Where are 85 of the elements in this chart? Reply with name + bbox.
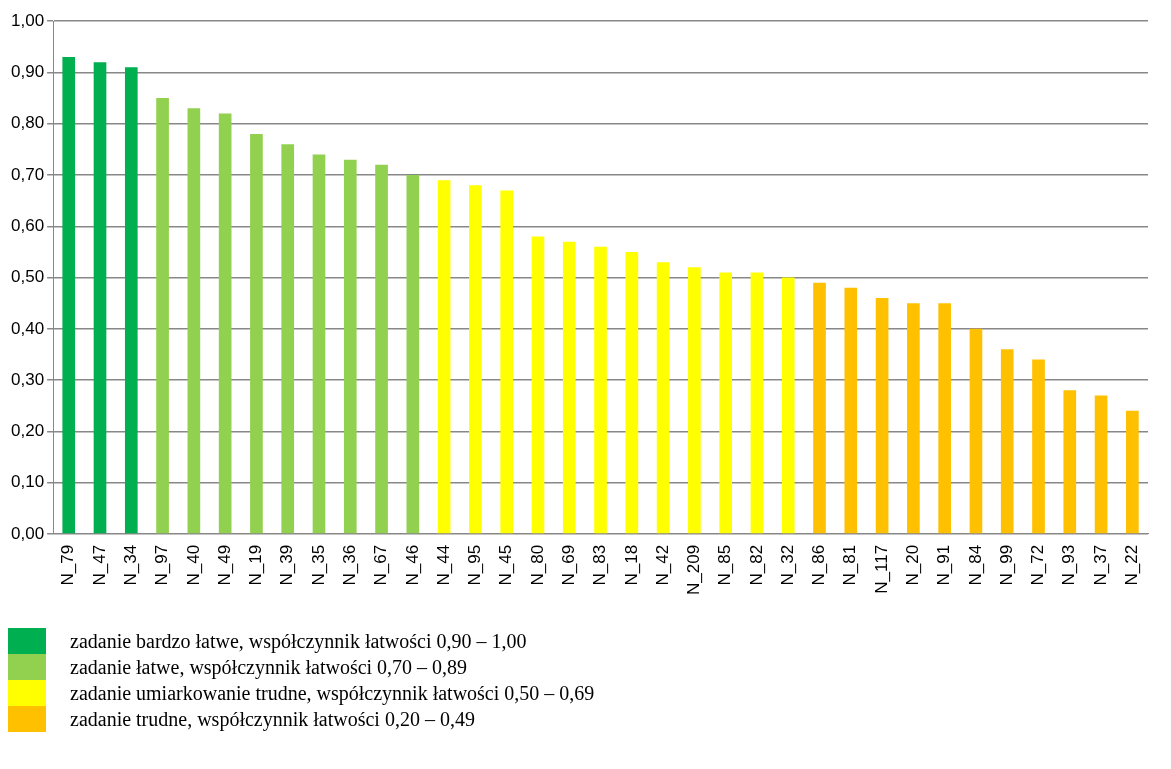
bar [469,185,482,534]
bar [437,180,451,534]
bar [813,282,826,534]
x-tick-label: N_19 [246,544,266,586]
bar [500,190,514,534]
x-tick-label: N_37 [1090,544,1110,586]
x-tick-label: N_91 [934,544,954,586]
bar [531,236,545,534]
bar [375,164,388,534]
bar [406,175,420,534]
x-tick-label: N_117 [871,544,891,594]
y-tick-label: 0,50 [10,267,45,287]
y-tick-label: 0,10 [10,472,45,492]
bar [1094,395,1108,534]
x-tick-label: N_20 [903,544,923,586]
bar [844,287,858,534]
y-tick-label: 0,00 [10,523,45,543]
y-tick-label: 0,20 [10,421,45,441]
y-tick-label: 0,40 [10,318,45,338]
x-tick-label: N_49 [214,544,234,586]
y-tick-label: 0,30 [10,369,45,389]
x-tick-label: N_79 [58,544,78,586]
x-tick-label: N_209 [684,544,704,596]
bar [688,267,701,534]
legend-label: zadanie bardzo łatwe, współczynnik łatwości 0,90 – 1,00 [70,629,527,653]
x-tick-label: N_22 [1122,544,1142,586]
y-tick-label: 0,80 [10,113,45,133]
bar [750,272,764,534]
y-tick-label: 0,70 [10,164,45,184]
x-tick-label: N_39 [277,544,297,586]
x-tick-label: N_34 [120,544,140,586]
x-tick-label: N_42 [652,544,672,586]
bar [343,159,357,534]
bar [969,328,983,534]
bar [250,134,263,534]
x-tick-label: N_95 [465,544,485,586]
x-tick-label: N_84 [965,544,985,586]
y-tick-label: 0,60 [10,215,45,235]
y-tick-label: 0,90 [10,62,45,82]
x-tick-label: N_97 [152,544,172,586]
x-tick-label: N_86 [809,544,829,586]
x-tick-label: N_72 [1028,544,1048,586]
x-tick-label: N_80 [527,544,547,586]
x-tick-label: N_40 [183,544,203,586]
x-tick-label: N_44 [433,544,453,586]
legend-label: zadanie trudne, współczynnik łatwości 0,20 – 0,49 [70,707,475,731]
bar [218,113,232,534]
legend-label: zadanie umiarkowanie trudne, współczynnik łatwości 0,50 – 0,69 [70,681,595,705]
x-tick-label: N_99 [996,544,1016,586]
x-tick-label: N_83 [590,544,610,586]
bar [1000,349,1014,534]
bar [656,262,670,534]
x-tick-label: N_36 [339,544,359,586]
x-tick-label: N_82 [746,544,766,586]
x-tick-label: N_47 [89,544,109,586]
bar [594,246,607,534]
y-tick-label: 1,00 [10,10,45,30]
x-tick-label: N_67 [371,544,391,586]
x-tick-label: N_85 [715,544,735,586]
x-tick-label: N_32 [777,544,797,586]
bar [781,277,795,534]
x-tick-label: N_69 [558,544,578,586]
bar [1063,390,1077,534]
x-tick-label: N_81 [840,544,860,586]
bar [1126,410,1139,534]
bar [875,298,889,534]
legend-label: zadanie łatwe, współczynnik łatwości 0,70 – 0,89 [70,655,468,679]
bar [281,144,295,534]
bar [562,241,576,534]
x-tick-label: N_45 [496,544,516,586]
x-tick-label: N_93 [1059,544,1079,586]
bar [93,62,107,534]
bar [124,67,138,534]
bar [719,272,733,534]
x-tick-label: N_18 [621,544,641,586]
x-tick-label: N_46 [402,544,422,586]
bar [62,57,76,534]
bar [1032,359,1045,534]
bar [907,303,920,534]
bar [187,108,201,534]
bar [156,98,169,534]
bar [625,251,639,534]
bar [312,154,326,534]
x-tick-label: N_35 [308,544,328,586]
bar [938,303,951,534]
